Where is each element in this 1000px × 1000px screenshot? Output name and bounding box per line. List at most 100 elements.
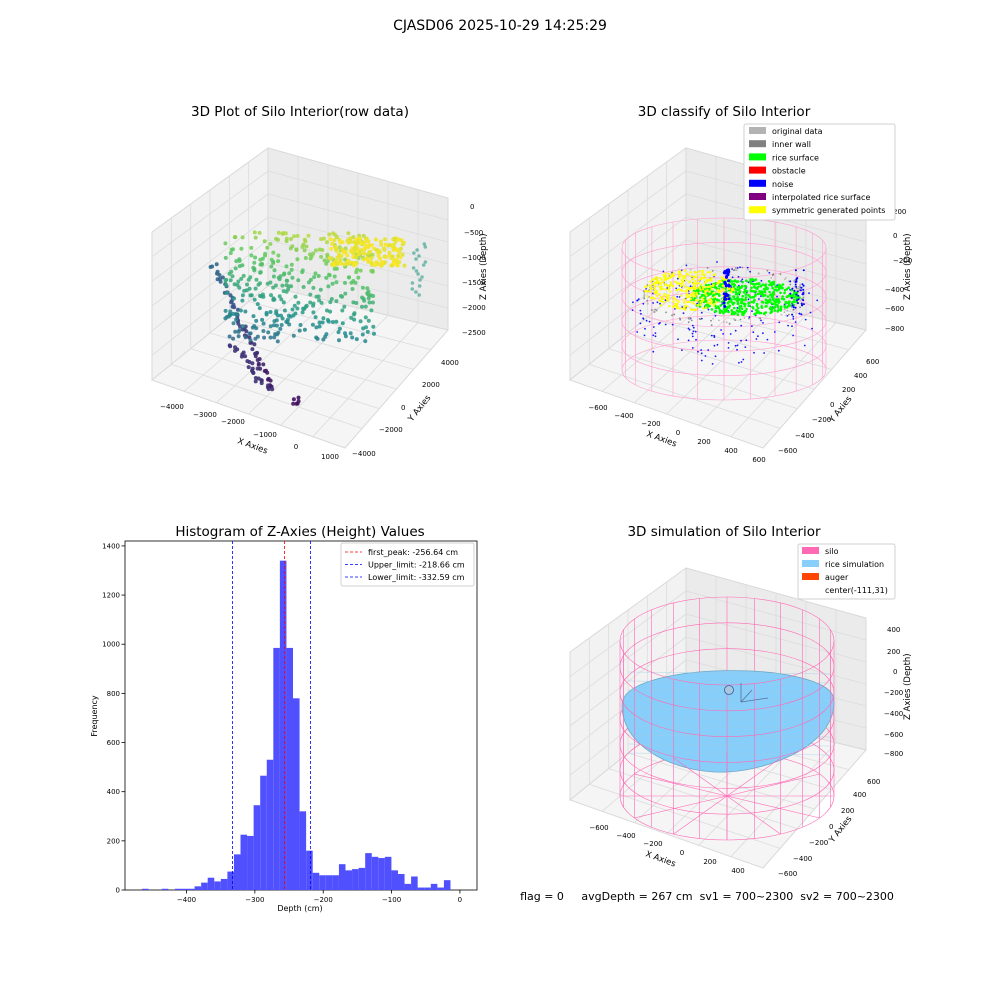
classified-point (764, 301, 768, 305)
classified-point (698, 278, 701, 281)
classified-point (763, 352, 765, 354)
classified-point (706, 301, 709, 304)
data-point (271, 250, 276, 255)
x-tick-label: −600 (589, 824, 608, 832)
classified-point (791, 325, 793, 328)
auger-center-marker (724, 683, 769, 703)
data-point (252, 342, 257, 347)
classified-point (690, 319, 693, 322)
classified-point (680, 294, 683, 297)
histogram-bar (358, 867, 366, 890)
classified-point (676, 305, 679, 308)
classified-point (769, 293, 773, 296)
classified-point (723, 280, 727, 284)
classified-point (700, 352, 703, 355)
classified-point (710, 324, 713, 327)
data-point (317, 324, 322, 329)
y-tick-label: −600 (778, 870, 797, 878)
classified-point (799, 289, 802, 292)
classified-point (709, 302, 712, 305)
histogram-title: Histogram of Z-Axies (Height) Values (175, 524, 424, 540)
data-point (223, 308, 228, 313)
data-point (315, 336, 320, 341)
data-point (346, 231, 351, 236)
data-point (276, 230, 281, 235)
x-tick-labels: −4000 −3000 −2000 −1000 0 1000 (160, 403, 339, 461)
classified-point (804, 318, 807, 321)
data-point (402, 263, 407, 268)
classified-point (734, 344, 737, 347)
classified-point (741, 280, 744, 284)
classified-point (673, 304, 676, 308)
classified-point (661, 287, 664, 291)
histogram-bar (312, 872, 320, 890)
classified-point (733, 297, 736, 301)
classified-point (680, 278, 683, 282)
classified-point (727, 297, 731, 301)
data-point (354, 337, 359, 342)
y-tick-label: −200 (812, 416, 831, 424)
classified-point (707, 308, 710, 311)
classified-point (785, 295, 789, 299)
classified-point (636, 299, 639, 302)
silo-wireframe (621, 217, 827, 401)
data-point (264, 312, 269, 317)
classified-point (744, 296, 748, 299)
data-point (417, 254, 421, 258)
classified-point (714, 315, 717, 317)
classified-point (699, 303, 702, 306)
data-point (337, 338, 341, 343)
classified-point (716, 343, 719, 346)
classified-point (693, 271, 696, 274)
z-tick-label: 200 (893, 208, 906, 216)
classified-point (755, 338, 758, 340)
classified-point (658, 276, 662, 280)
classified-point (795, 285, 798, 288)
histogram-bar (352, 869, 359, 890)
classified-point (659, 295, 662, 299)
histogram-bar (365, 853, 372, 890)
classified-point (727, 283, 731, 287)
data-point (253, 235, 258, 240)
data-point (228, 278, 233, 283)
classified-point (780, 297, 784, 301)
classified-point (662, 270, 665, 273)
classified-point (673, 280, 677, 283)
histogram-bar (430, 883, 438, 890)
x-tick-label: 0 (458, 896, 462, 904)
classified-point (658, 322, 660, 325)
data-point (346, 262, 351, 266)
y-tick-label: −400 (793, 855, 812, 863)
histogram-bar (181, 888, 189, 890)
classified-point (709, 285, 712, 288)
classified-point (762, 332, 764, 335)
histogram-bar (220, 878, 228, 890)
classified-point (675, 289, 678, 292)
legend: first_peak: -256.64 cm Upper_limit: -218.… (340, 542, 475, 587)
classified-point (646, 295, 649, 298)
classified-point (809, 311, 812, 314)
classified-point (750, 286, 753, 290)
data-point (390, 254, 395, 259)
y-tick-labels: −600 −400 −200 0 200 400 600 (778, 358, 879, 455)
data-point (248, 338, 253, 343)
classified-point (664, 283, 667, 286)
data-point (400, 252, 405, 257)
classified-point (685, 296, 689, 299)
data-point (233, 266, 238, 271)
histogram-bar (345, 870, 353, 890)
data-point (320, 320, 325, 325)
classified-point (642, 317, 644, 320)
classified-point (709, 279, 712, 282)
classified-point (734, 319, 737, 321)
classified-point (731, 276, 734, 279)
classified-point (735, 269, 738, 272)
data-point (366, 289, 371, 294)
classified-point (770, 310, 773, 313)
classified-point (651, 278, 654, 281)
data-point (263, 251, 268, 256)
data-point (362, 247, 366, 251)
classified-point (704, 304, 708, 307)
classified-point (743, 309, 746, 313)
classified-point (700, 278, 703, 281)
